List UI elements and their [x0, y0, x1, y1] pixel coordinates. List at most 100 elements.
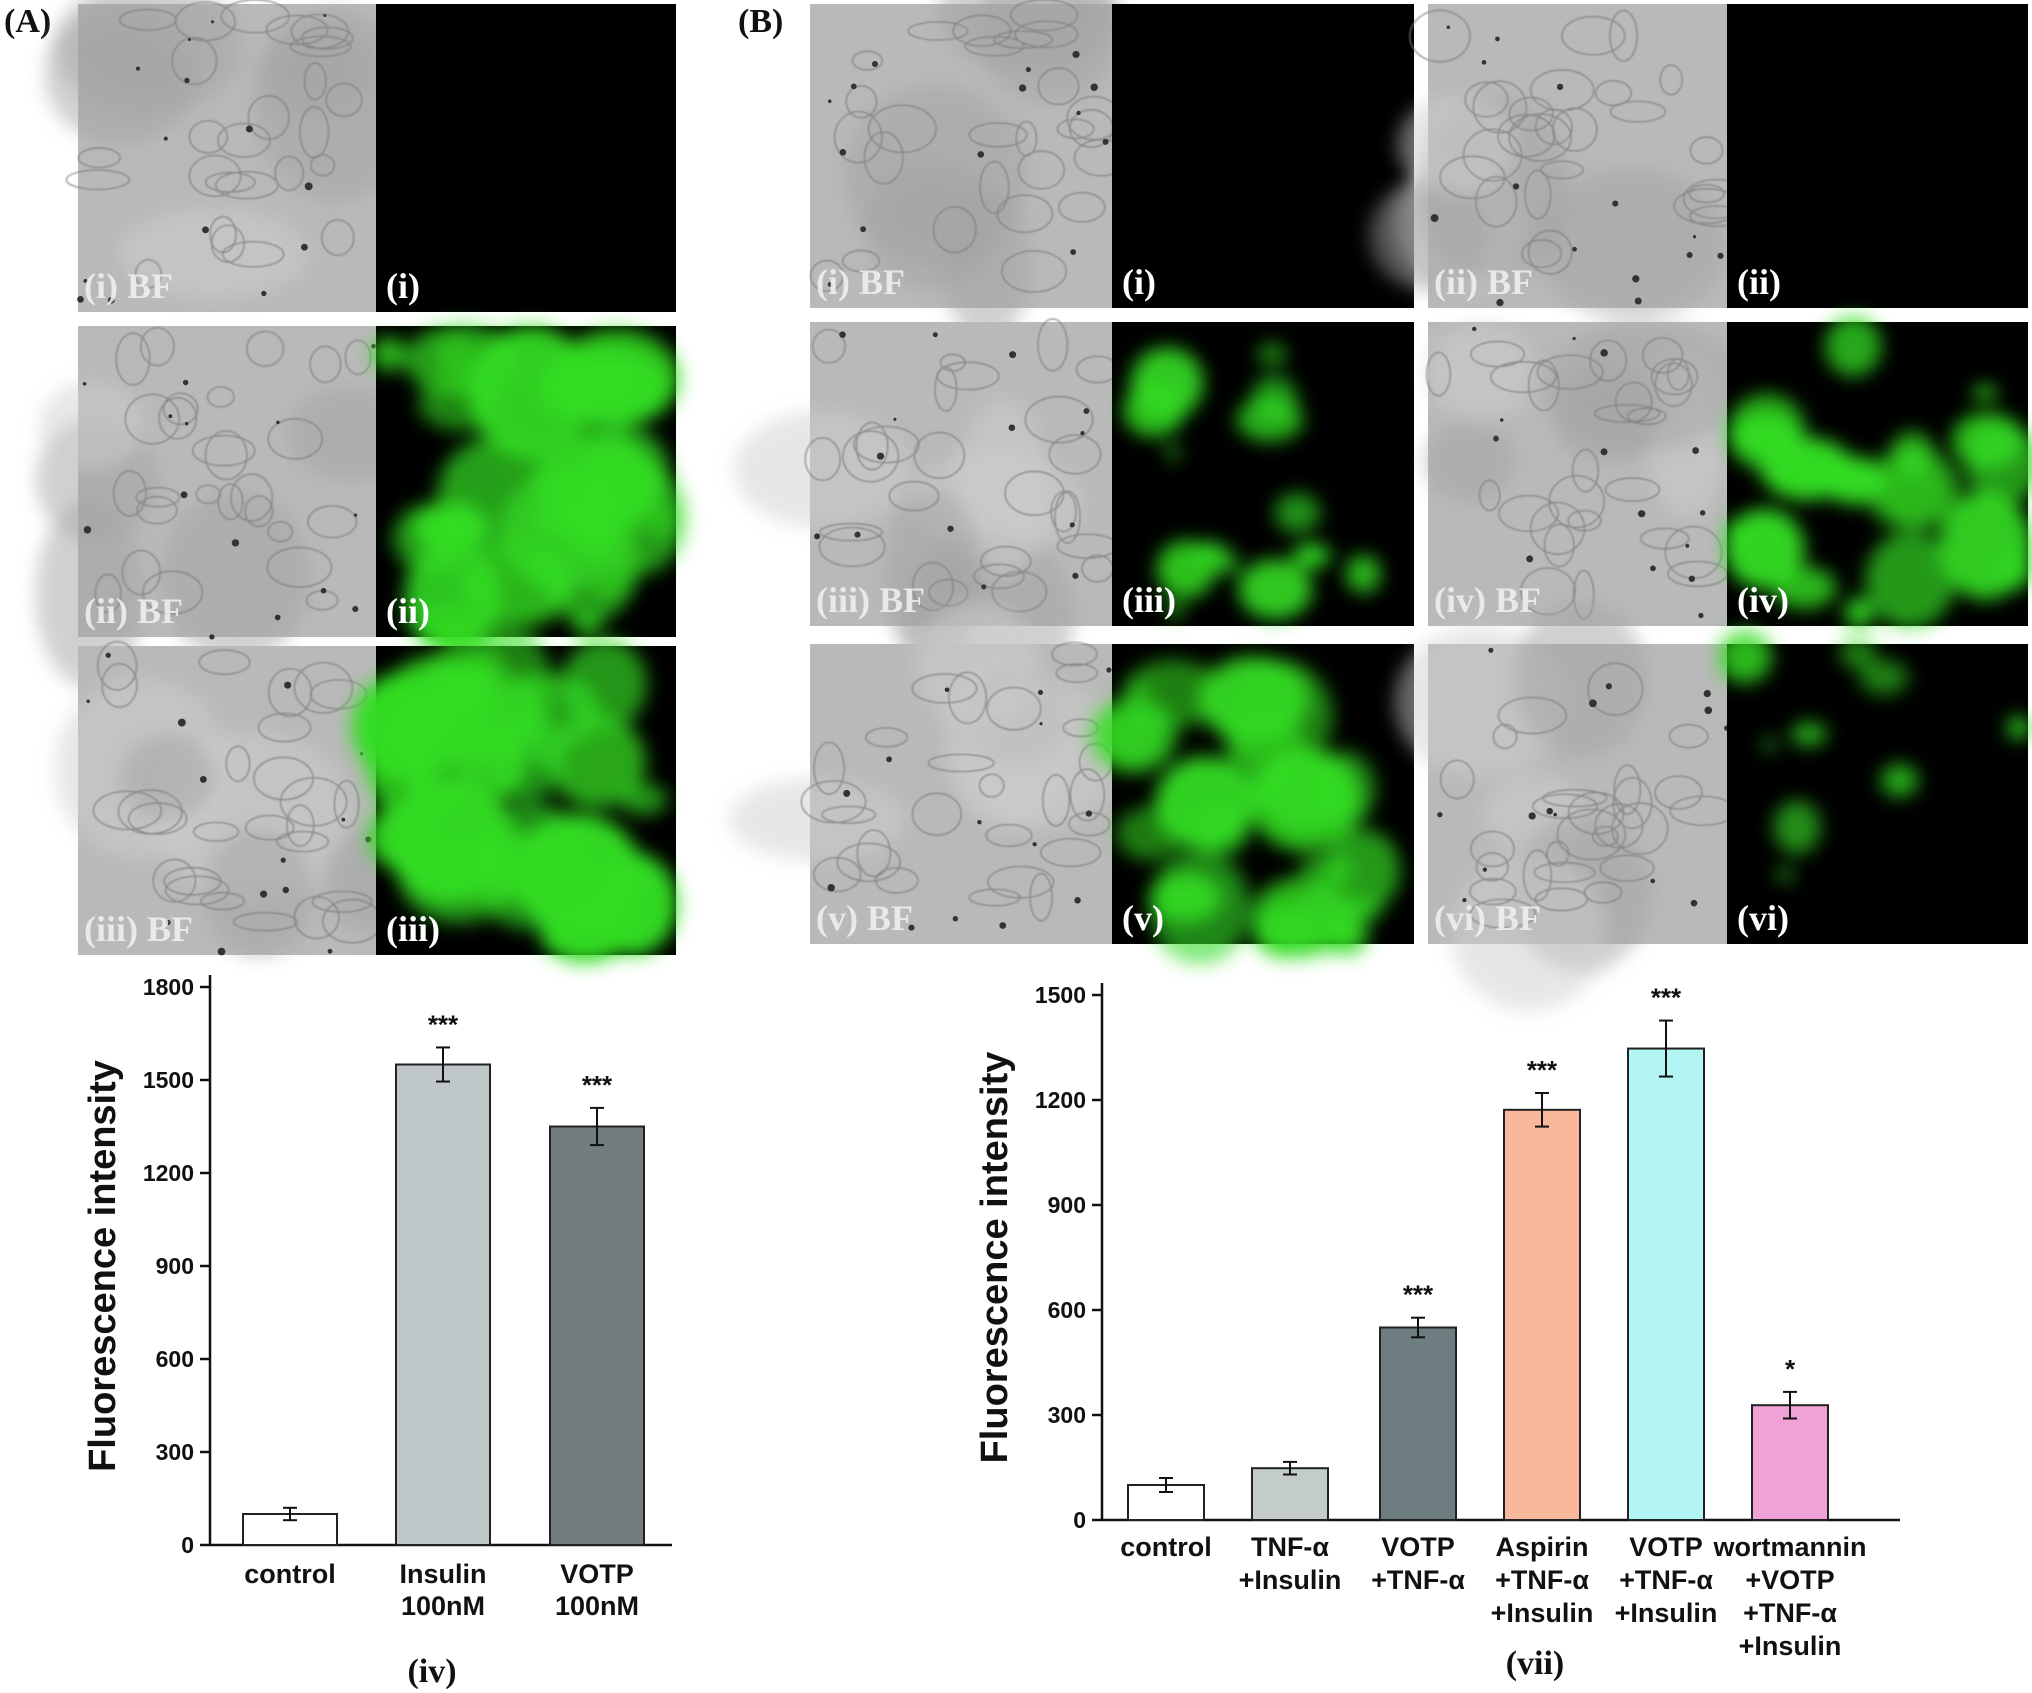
cell-debris — [177, 718, 186, 727]
bar — [1627, 1047, 1705, 1522]
fluorescence-blob — [1192, 541, 1227, 566]
category-label: +TNF-α — [1371, 1565, 1465, 1595]
cell-outline — [980, 545, 1032, 577]
cell-outline — [1492, 723, 1518, 750]
cell-debris — [165, 919, 171, 926]
category-label: TNF-α — [1251, 1532, 1329, 1562]
cell-debris — [827, 884, 835, 892]
category-label: +Insulin — [1739, 1631, 1842, 1661]
fluorescence-background — [1727, 4, 2028, 308]
cell-outline — [321, 219, 355, 256]
cell-debris — [168, 414, 173, 419]
category-label: +TNF-α — [1743, 1598, 1837, 1628]
fluorescence-label: (iii) — [386, 909, 440, 949]
cell-debris — [1499, 418, 1504, 422]
y-tick-label: 1200 — [143, 1160, 194, 1186]
cell-outline — [1688, 184, 1725, 204]
cell-outline — [1439, 759, 1475, 800]
cell-outline — [225, 745, 251, 782]
brightfield-label: (ii) BF — [84, 591, 183, 631]
cell-outline — [1583, 881, 1623, 904]
y-tick-label: 1500 — [1035, 982, 1086, 1008]
fluorescence-blob — [1717, 630, 1772, 684]
cell-debris — [1556, 83, 1564, 91]
cell-debris — [82, 381, 87, 386]
cell-outline — [1589, 339, 1628, 382]
cell-outlines — [65, 0, 363, 289]
brightfield-image: (v) BF — [729, 602, 1123, 944]
cell-debris — [1546, 807, 1553, 815]
category-label: control — [1120, 1532, 1212, 1562]
fluorescence-blob — [1149, 872, 1222, 923]
cell-outline — [1001, 250, 1067, 293]
cell-debris — [1528, 812, 1536, 820]
cell-debris — [1634, 297, 1642, 305]
brightfield-shade — [161, 491, 311, 662]
fluorescence-blob — [2007, 716, 2030, 739]
chart-sublabel: (iv) — [407, 1653, 456, 1690]
fluorescence-blob — [1760, 437, 1854, 501]
y-tick-label: 0 — [181, 1532, 194, 1558]
cell-debris — [843, 789, 851, 797]
fluorescence-blob — [1125, 680, 1151, 697]
cell-outline — [1010, 0, 1079, 32]
cell-debris — [860, 226, 867, 233]
cell-outline — [863, 131, 904, 185]
cell-debris — [1083, 408, 1090, 414]
fluorescence-blob — [367, 804, 434, 869]
cell-outline — [913, 431, 966, 479]
fluorescence-blob — [1864, 446, 1962, 532]
cell-outline — [191, 434, 256, 467]
cell-outline — [276, 830, 330, 853]
fluorescence-label: (iv) — [1737, 580, 1789, 620]
cell-outline — [1567, 509, 1602, 532]
bar — [1379, 1326, 1457, 1521]
cell-outline — [1056, 118, 1095, 140]
cell-outline — [986, 686, 1042, 731]
cell-outline — [1613, 764, 1642, 815]
cell-outline — [1654, 362, 1693, 407]
cell-outline — [65, 169, 130, 191]
cell-outline — [1042, 774, 1071, 827]
cell-outline — [964, 35, 1025, 57]
cell-debris — [1462, 898, 1467, 903]
y-tick-label: 1200 — [1035, 1087, 1086, 1113]
fluorescence-blob — [371, 336, 406, 372]
fluorescence-label: (i) — [1122, 262, 1156, 302]
fluorescence-blob — [1838, 637, 1877, 669]
brightfield-shade — [1424, 421, 1516, 502]
cell-debris — [261, 290, 267, 297]
cell-debris — [1106, 667, 1112, 673]
cell-outline — [1040, 838, 1102, 868]
cell-outline — [1014, 20, 1079, 49]
cell-outline — [888, 480, 940, 512]
fluorescence-blob — [1324, 828, 1401, 913]
brightfield-image: (iii) BF — [54, 640, 418, 958]
cell-outline — [1472, 80, 1528, 134]
cell-debris — [944, 687, 950, 693]
cell-outline — [210, 224, 245, 263]
cell-outline — [1051, 641, 1098, 667]
cell-outline — [1594, 404, 1661, 423]
cell-outline — [307, 505, 358, 539]
cell-outline — [800, 780, 867, 824]
y-tick-label: 600 — [1048, 1297, 1086, 1323]
panel-b-label: (B) — [738, 3, 783, 40]
fluorescence-blob — [1257, 342, 1287, 366]
fluorescence-signal — [351, 615, 678, 964]
cell-debris — [893, 417, 897, 421]
cell-outline — [841, 249, 881, 273]
cell-debris — [83, 526, 92, 534]
cell-debris — [854, 531, 861, 538]
cell-outline — [1055, 663, 1099, 683]
brightfield-shade — [118, 208, 309, 300]
brightfield-image: (iv) BF — [1424, 322, 1742, 626]
y-tick-label: 1500 — [143, 1067, 194, 1093]
cell-outline — [206, 386, 235, 408]
cell-debris — [276, 420, 280, 425]
cell-outline — [928, 578, 969, 607]
fluorescence-blob — [1938, 490, 2032, 600]
cell-outline — [140, 326, 175, 367]
cell-debris — [999, 922, 1007, 929]
significance-marker: *** — [1403, 1280, 1434, 1310]
